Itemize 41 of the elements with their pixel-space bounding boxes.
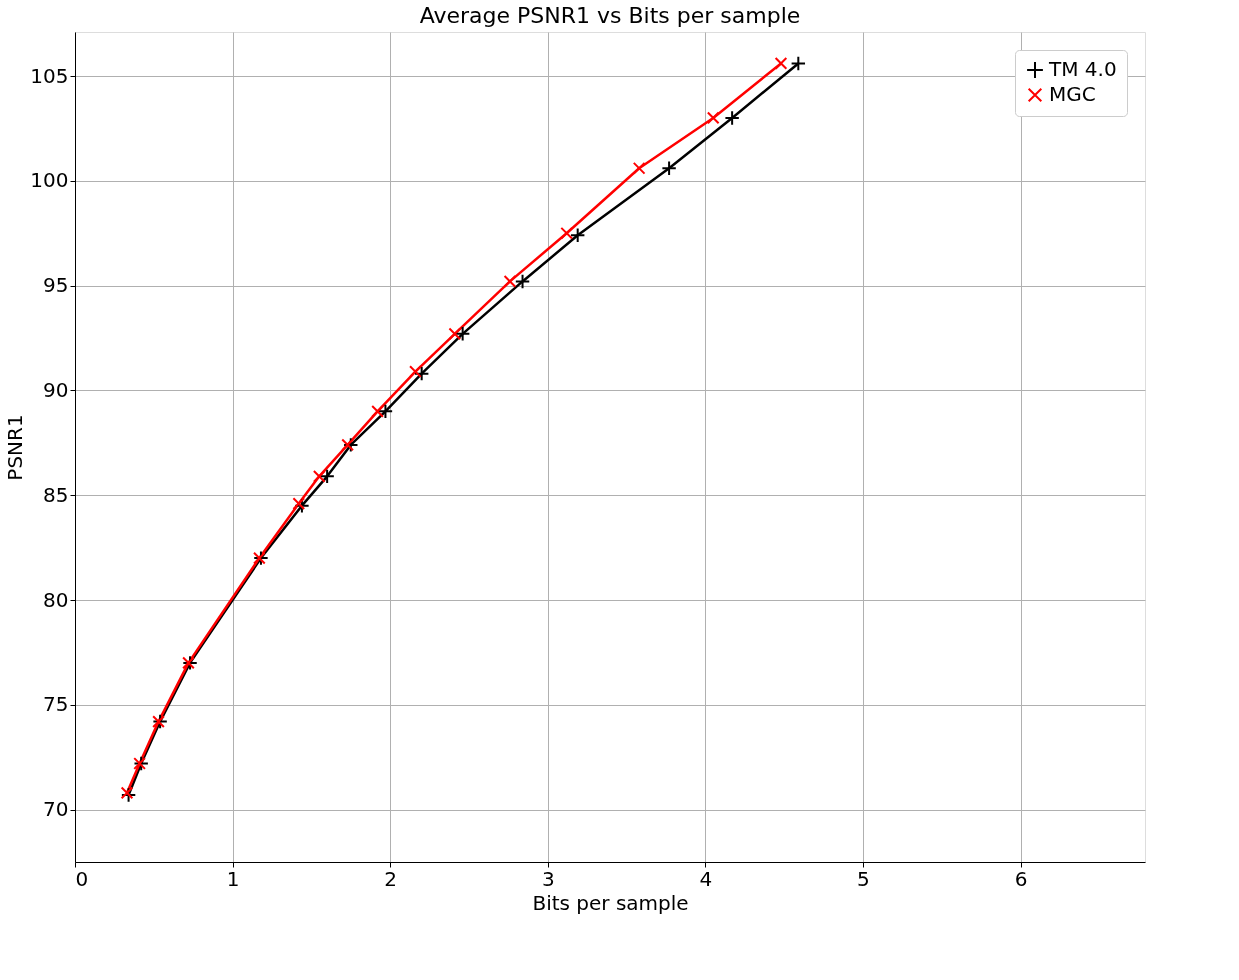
x-tick-label: 3: [541, 866, 555, 891]
x-tick-label: 4: [699, 866, 713, 891]
y-tick-label: 100: [30, 168, 69, 193]
y-tick-label: 95: [43, 273, 69, 298]
chart-title: Average PSNR1 vs Bits per sample: [419, 3, 801, 28]
point: [413, 365, 430, 382]
point: [448, 327, 462, 341]
legend-label: TM 4.0: [1048, 57, 1117, 81]
point: [312, 469, 326, 483]
y-tick-label: 80: [43, 587, 69, 612]
x-tick-label: 0: [75, 866, 89, 891]
point: [706, 111, 720, 125]
y-tick-label: 90: [43, 377, 69, 402]
point: [371, 405, 384, 418]
point: [724, 110, 740, 126]
y-axis-title: PSNR1: [3, 414, 28, 481]
legend-label: MGC: [1049, 82, 1096, 106]
x-axis-title: Bits per sample: [532, 890, 689, 915]
x-tick-label: 1: [226, 866, 240, 891]
point: [377, 403, 394, 420]
y-tick-label: 85: [43, 482, 69, 507]
point: [560, 226, 574, 240]
point: [790, 55, 807, 72]
point: [503, 275, 517, 288]
point: [409, 365, 422, 378]
x-tick-label: 5: [857, 866, 870, 891]
y-tick-label: 105: [30, 63, 69, 88]
point: [454, 326, 471, 342]
point: [341, 438, 354, 452]
point: [514, 273, 531, 290]
y-tick-label: 75: [43, 692, 69, 717]
point: [343, 437, 359, 453]
point: [632, 161, 646, 175]
point: [661, 160, 677, 176]
y-tick-label: 70: [43, 797, 69, 822]
x-tick-label: 2: [384, 866, 398, 891]
x-tick-label: 6: [1014, 866, 1028, 891]
point: [569, 227, 586, 244]
point: [774, 57, 788, 70]
point: [319, 468, 335, 485]
point: [292, 497, 306, 510]
